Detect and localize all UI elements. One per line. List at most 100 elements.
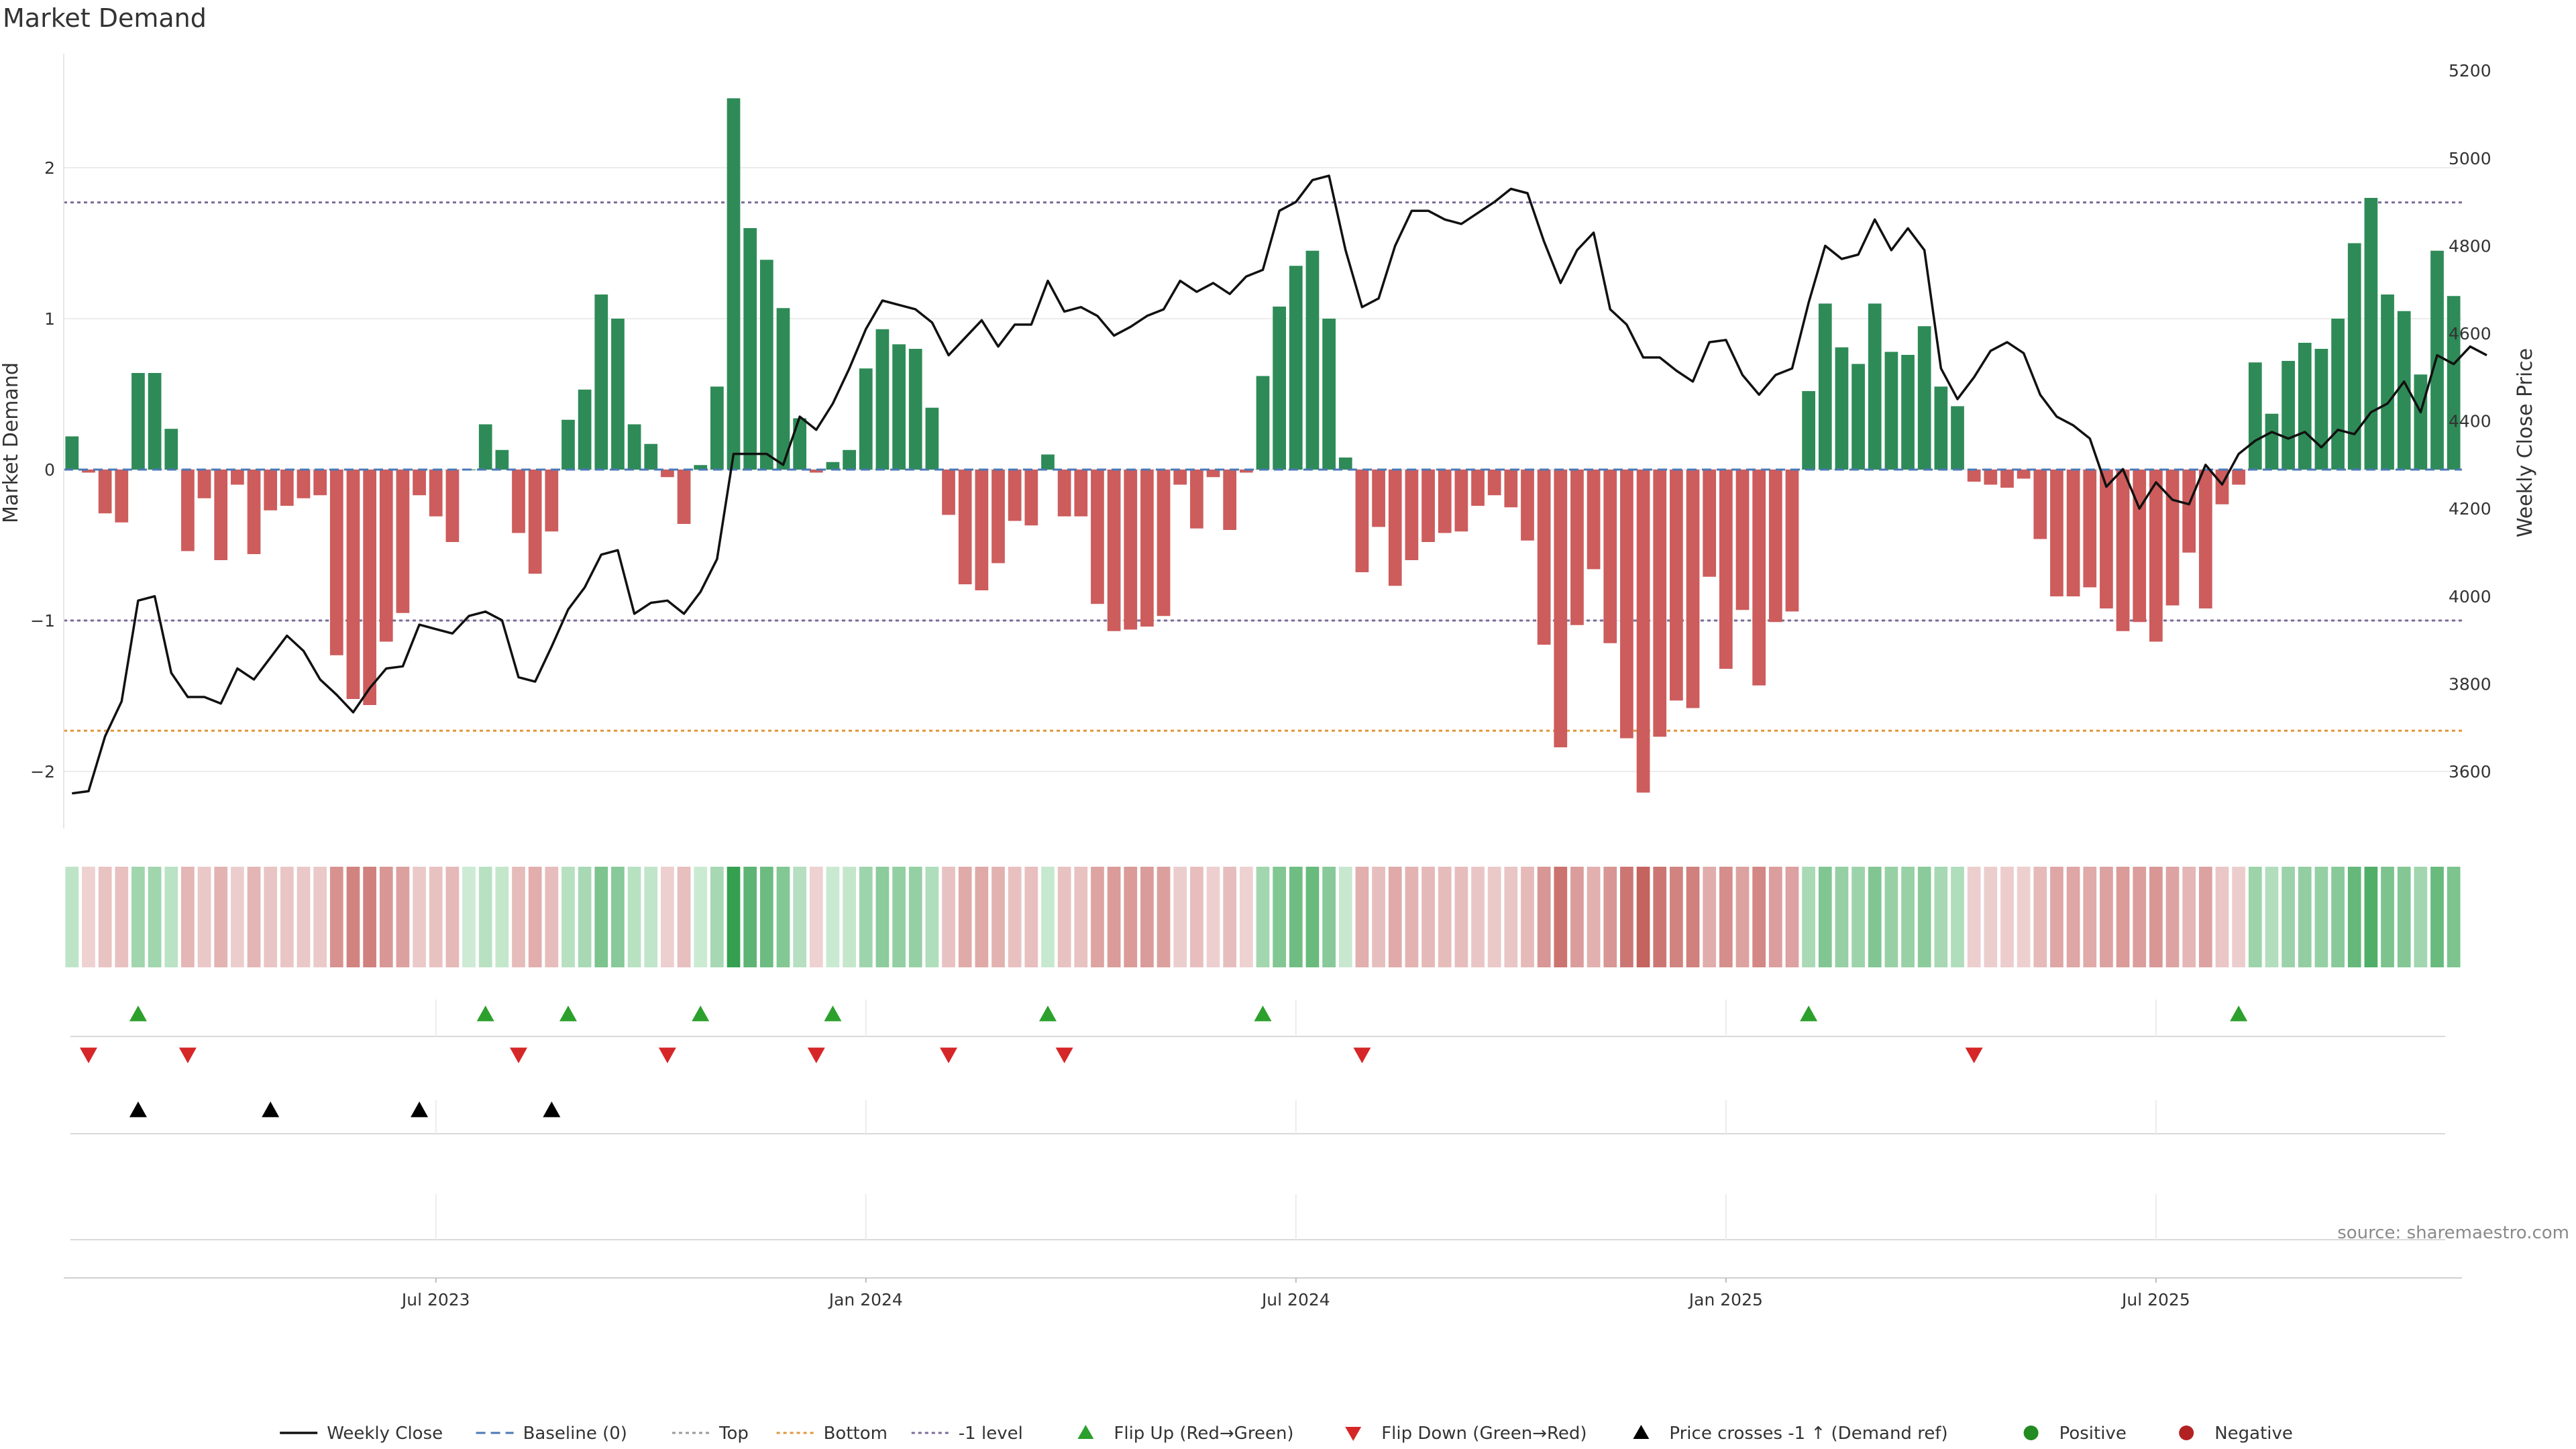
demand-bar [1173, 470, 1187, 485]
heat-cell [1322, 867, 1336, 967]
heat-cell [1818, 867, 1832, 967]
demand-bar [1140, 470, 1154, 627]
legend-item: Price crosses -1 ↑ (Demand ref) [1633, 1424, 1948, 1444]
demand-bar [1338, 458, 1352, 470]
heat-cell [1041, 867, 1055, 967]
flip-down-marker [178, 1047, 197, 1063]
heat-cell [2050, 867, 2063, 967]
flip-up-marker [129, 1006, 147, 1022]
heat-cell [379, 867, 393, 967]
demand-bar [759, 260, 773, 470]
heat-cell [1951, 867, 1964, 967]
legend-label: Flip Down (Green→Red) [1381, 1424, 1587, 1444]
heat-cell [363, 867, 376, 967]
legend-item: Bottom [776, 1424, 888, 1444]
heat-cell [1289, 867, 1303, 967]
heat-cell [1603, 867, 1617, 967]
heat-cell [942, 867, 955, 967]
demand-bar [1537, 470, 1551, 645]
heat-cell [545, 867, 559, 967]
heat-cell [115, 867, 129, 967]
heat-cell [329, 867, 343, 967]
heat-cell [1735, 867, 1750, 967]
demand-bar [1388, 470, 1402, 586]
heat-cell [2149, 867, 2163, 967]
demand-bar [2314, 349, 2328, 470]
flip-down-marker [940, 1047, 958, 1063]
demand-bar [627, 424, 641, 470]
heat-cell [1703, 867, 1717, 967]
heat-cell [2017, 867, 2031, 967]
x-tick-label: Jul 2023 [400, 1290, 470, 1309]
heat-cell [2265, 867, 2279, 967]
y2-tick-label: 3600 [2449, 762, 2491, 782]
heat-cell [214, 867, 228, 967]
demand-bar [379, 470, 393, 642]
demand-bar [1818, 303, 1832, 470]
y-tick-label: 2 [44, 158, 55, 178]
demand-bar [1289, 266, 1303, 470]
demand-bar [677, 470, 691, 524]
y-tick-label: 0 [44, 460, 55, 480]
demand-bar [2066, 470, 2080, 596]
heat-cell [1454, 867, 1468, 967]
demand-bar [843, 449, 856, 470]
demand-bar [1355, 470, 1369, 572]
heat-cell [231, 867, 244, 967]
demand-bar [297, 470, 311, 498]
flip-down-marker [1353, 1047, 1371, 1063]
heat-cell [826, 867, 840, 967]
demand-bar [2282, 361, 2295, 470]
demand-bar [2430, 250, 2444, 470]
x-tick-label: Jul 2024 [1260, 1290, 1330, 1309]
demand-bar [512, 470, 525, 533]
heat-cell [164, 867, 178, 967]
heat-cell [1636, 867, 1650, 967]
demand-bar [1438, 470, 1452, 533]
demand-bar [2265, 413, 2279, 470]
price-cross-legend-icon [1633, 1425, 1650, 1439]
demand-bar [2331, 319, 2345, 470]
demand-bar [793, 418, 807, 470]
demand-bar [826, 462, 840, 470]
demand-bar [1868, 303, 1882, 470]
y2-tick-label: 4800 [2449, 236, 2491, 256]
heat-cell [512, 867, 525, 967]
heat-cell [925, 867, 939, 967]
demand-bar [1636, 470, 1650, 793]
demand-bar [2447, 296, 2461, 470]
heat-cell [2033, 867, 2047, 967]
heat-cell [2198, 867, 2212, 967]
demand-bar [1074, 470, 1088, 517]
flip-up-marker [476, 1006, 494, 1022]
heat-cell [793, 867, 807, 967]
flip-up-marker [1800, 1006, 1818, 1022]
heat-cell [2314, 867, 2328, 967]
heat-cell [346, 867, 360, 967]
heat-cell [1008, 867, 1022, 967]
y-tick-label: −2 [30, 762, 55, 782]
heat-cell [2066, 867, 2080, 967]
demand-bar [2165, 470, 2180, 606]
flip-up-marker [824, 1006, 842, 1022]
y-tick-label: 1 [44, 309, 55, 329]
x-axis: Jul 2023 Jan 2024 Jul 2024 Jan 2025 Jul 2025 [64, 1277, 2462, 1309]
demand-bar [264, 470, 278, 511]
heat-cell [1256, 867, 1270, 967]
legend-item: -1 level [911, 1424, 1023, 1444]
heat-cell [2347, 867, 2361, 967]
y2-axis-label: Weekly Close Price [2514, 348, 2537, 537]
heat-cell [1934, 867, 1948, 967]
legend-label: Bottom [824, 1424, 888, 1444]
demand-bar [214, 470, 228, 560]
heat-cell [1884, 867, 1898, 967]
heat-cell [413, 867, 426, 967]
legend-label: -1 level [959, 1424, 1023, 1444]
heat-cell [2133, 867, 2147, 967]
heat-cell [1868, 867, 1882, 967]
demand-bar [875, 329, 890, 470]
heat-cell [247, 867, 261, 967]
demand-bar [1504, 470, 1518, 508]
heat-cell [1719, 867, 1733, 967]
demand-bar [2198, 470, 2212, 608]
